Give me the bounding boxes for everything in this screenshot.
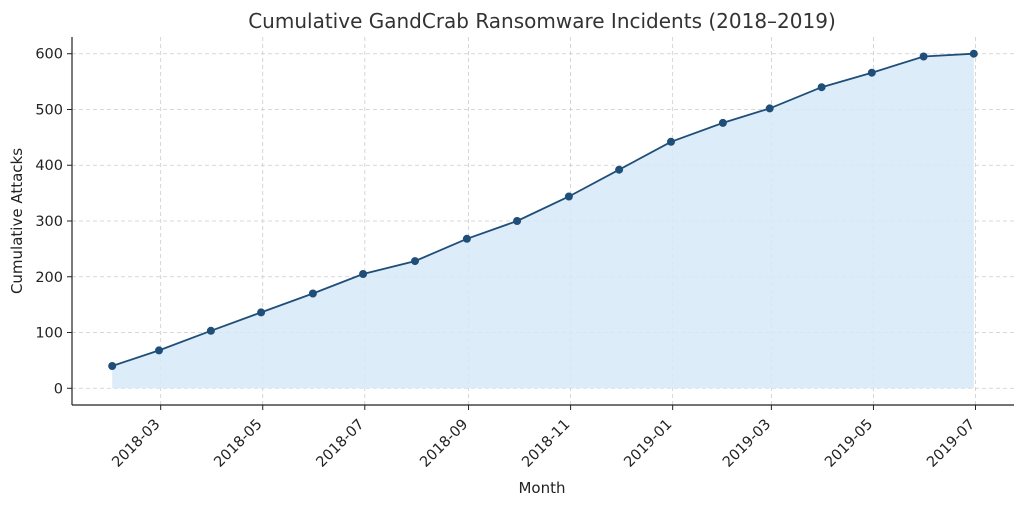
y-tick-labels: 0 100 200 300 400 500 600	[35, 47, 63, 398]
y-tick-label: 0	[54, 381, 63, 397]
x-tick-label: 2018-07	[313, 417, 367, 471]
x-tick-label: 2018-11	[519, 417, 573, 471]
x-tick-labels: 2018-03 2018-05 2018-07 2018-09 2018-11 2019-…	[109, 417, 978, 471]
data-point	[765, 104, 774, 113]
data-point	[308, 289, 317, 298]
chart-title: Cumulative GandCrab Ransomware Incidents…	[248, 9, 836, 33]
axes	[67, 37, 1014, 410]
data-point	[667, 137, 675, 146]
x-axis-label: Month	[518, 479, 565, 497]
data-point	[359, 270, 368, 278]
y-axis-label: Cumulative Attacks	[8, 148, 26, 294]
data-point	[462, 234, 471, 243]
data-point	[919, 52, 928, 61]
data-point	[969, 49, 978, 58]
data-point	[615, 165, 624, 174]
data-point	[108, 362, 117, 370]
data-point	[411, 257, 419, 266]
data-point	[718, 118, 727, 127]
y-tick-label: 400	[35, 158, 63, 174]
data-point	[867, 68, 876, 77]
area-fill	[112, 53, 974, 389]
x-tick-label: 2019-05	[822, 417, 876, 471]
y-tick-label: 200	[35, 270, 63, 286]
data-point	[257, 308, 266, 317]
x-tick-label: 2018-09	[417, 417, 471, 471]
data-points	[108, 49, 978, 370]
y-tick-label: 500	[35, 102, 63, 118]
y-tick-label: 600	[35, 47, 63, 63]
data-point	[155, 346, 163, 355]
data-point	[564, 192, 573, 201]
data-point	[513, 217, 522, 225]
series-line	[111, 52, 974, 367]
x-tick-label: 2019-01	[621, 417, 675, 471]
x-tick-label: 2018-05	[211, 417, 265, 471]
data-point	[206, 326, 215, 335]
y-tick-label: 300	[35, 214, 63, 230]
data-point	[817, 83, 826, 92]
x-tick-label: 2019-03	[720, 417, 774, 471]
x-tick-label: 2019-07	[924, 417, 978, 471]
y-tick-label: 100	[35, 326, 63, 342]
x-tick-label: 2018-03	[109, 417, 163, 471]
